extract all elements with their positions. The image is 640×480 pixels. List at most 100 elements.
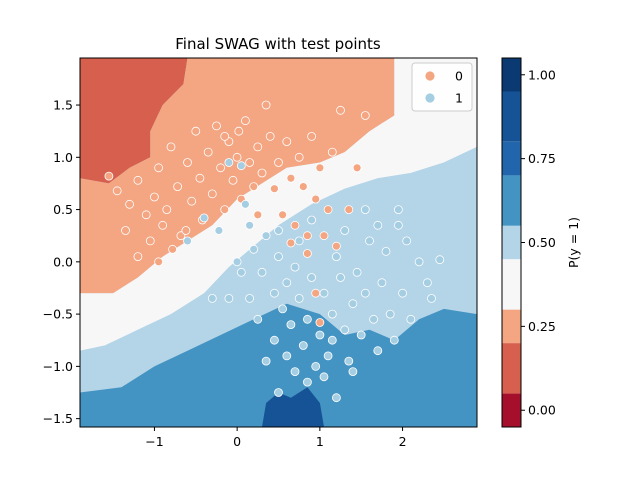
point-class-1 xyxy=(274,226,283,235)
point-class-0 xyxy=(257,168,267,178)
legend-label: 0 xyxy=(455,69,463,84)
point-class-1 xyxy=(274,388,283,397)
legend-label: 1 xyxy=(455,91,463,106)
point-class-0 xyxy=(253,142,263,152)
point-class-1 xyxy=(269,335,279,345)
point-class-1 xyxy=(398,288,408,298)
point-class-0 xyxy=(207,189,217,199)
point-class-0 xyxy=(195,173,205,183)
colorbar-segment xyxy=(502,259,521,310)
point-class-1 xyxy=(302,314,312,324)
contour-region-1 xyxy=(80,58,395,294)
point-class-0 xyxy=(149,192,159,202)
colorbar-tick-label: 0.00 xyxy=(528,403,556,418)
point-class-0 xyxy=(220,205,230,215)
point-class-0 xyxy=(191,126,201,136)
point-class-0 xyxy=(133,252,143,262)
contour-region-3 xyxy=(80,146,477,393)
point-class-0 xyxy=(145,236,155,246)
legend-marker xyxy=(424,70,436,82)
point-class-0 xyxy=(315,318,325,327)
y-tick-label: −0.5 xyxy=(43,307,73,322)
point-class-1 xyxy=(381,246,391,256)
point-class-0 xyxy=(278,210,288,220)
point-class-0 xyxy=(240,116,250,126)
point-class-1 xyxy=(323,351,333,361)
point-class-0 xyxy=(302,231,312,241)
point-class-1 xyxy=(340,325,350,335)
point-class-0 xyxy=(166,142,176,152)
point-class-1 xyxy=(282,278,292,288)
point-class-0 xyxy=(121,226,130,235)
point-class-1 xyxy=(331,252,341,262)
point-class-0 xyxy=(290,220,300,230)
point-class-1 xyxy=(348,367,358,377)
point-class-1 xyxy=(352,267,362,277)
point-class-1 xyxy=(240,199,250,209)
point-class-1 xyxy=(274,252,283,262)
point-class-1 xyxy=(319,372,329,382)
contour-region-0 xyxy=(80,58,188,184)
colorbar-segment xyxy=(502,141,521,176)
point-class-1 xyxy=(261,231,271,241)
point-class-1 xyxy=(402,236,412,246)
point-class-1 xyxy=(290,262,300,272)
colorbar-tick-label: 0.25 xyxy=(528,319,556,334)
point-class-0 xyxy=(125,199,135,209)
point-class-0 xyxy=(311,194,321,204)
point-class-1 xyxy=(427,293,436,303)
point-class-1 xyxy=(294,293,304,303)
point-class-1 xyxy=(224,293,234,303)
point-class-1 xyxy=(307,215,317,225)
point-class-1 xyxy=(389,335,399,345)
colorbar-segment xyxy=(502,175,521,226)
point-class-1 xyxy=(315,330,325,340)
point-class-1 xyxy=(360,205,370,215)
point-class-1 xyxy=(307,273,317,282)
point-class-1 xyxy=(245,293,255,303)
contour-region-5 xyxy=(262,387,324,427)
point-class-0 xyxy=(173,182,183,192)
y-tick-label: 0.5 xyxy=(53,202,73,217)
point-class-1 xyxy=(393,205,403,215)
colorbar-segment xyxy=(502,393,521,427)
point-class-0 xyxy=(286,173,296,183)
point-class-0 xyxy=(302,249,312,258)
point-class-1 xyxy=(373,220,383,230)
point-class-1 xyxy=(282,351,292,361)
point-class-1 xyxy=(327,309,337,319)
colorbar-segment xyxy=(502,58,521,92)
point-class-0 xyxy=(315,163,325,173)
contour-region-2 xyxy=(80,58,477,351)
colorbar: 0.00 0.25 0.50 0.75 1.00 P(y = 1) xyxy=(501,57,581,428)
x-tick-label: 0 xyxy=(233,434,241,449)
point-class-0 xyxy=(168,244,178,254)
point-class-1 xyxy=(290,367,300,377)
y-tick-label: −1.5 xyxy=(43,411,73,426)
point-class-0 xyxy=(265,131,275,141)
point-class-1 xyxy=(331,393,341,403)
point-class-1 xyxy=(269,288,279,298)
point-class-0 xyxy=(133,175,143,185)
point-class-0 xyxy=(162,205,172,215)
colorbar-label: P(y = 1) xyxy=(566,217,581,268)
point-class-0 xyxy=(307,131,317,141)
point-class-0 xyxy=(112,186,122,196)
point-class-1 xyxy=(249,244,259,254)
point-class-1 xyxy=(298,341,308,350)
point-class-1 xyxy=(360,288,370,298)
point-class-0 xyxy=(220,131,230,141)
point-class-0 xyxy=(352,163,362,173)
point-class-1 xyxy=(422,278,432,288)
point-class-0 xyxy=(245,158,255,167)
point-class-1 xyxy=(236,161,246,171)
point-class-1 xyxy=(406,314,416,324)
colorbar-tick-label: 0.75 xyxy=(528,151,556,166)
point-class-1 xyxy=(369,314,379,324)
x-tick-label: 2 xyxy=(399,434,407,449)
x-axis: −1 0 1 2 xyxy=(145,427,407,449)
point-class-0 xyxy=(282,137,292,147)
point-class-1 xyxy=(214,226,224,235)
point-class-1 xyxy=(257,267,267,277)
